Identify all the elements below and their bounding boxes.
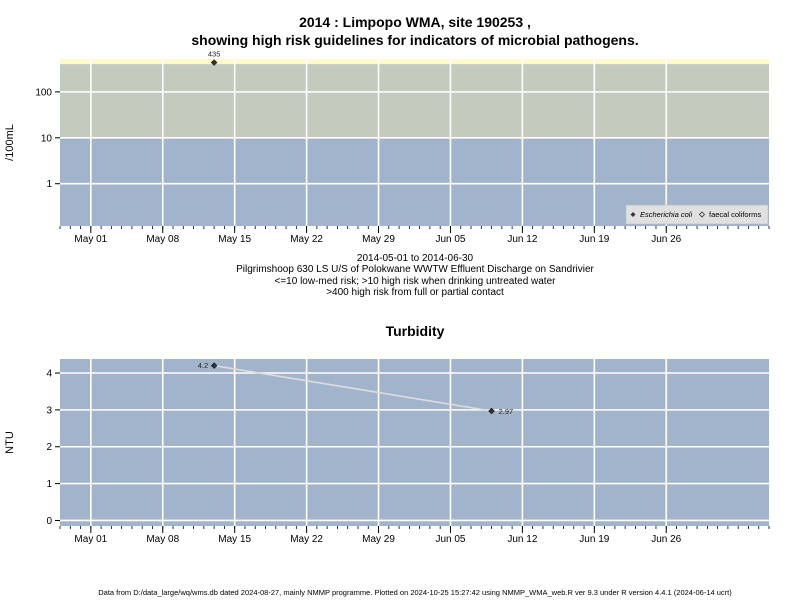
turbidity-chart-title: Turbidity — [385, 323, 445, 339]
chart-title-line-1: 2014 : Limpopo WMA, site 190253 , — [299, 14, 531, 30]
ecoli-y-tick-label: 1 — [46, 179, 52, 190]
chart-title-line-2: showing high risk guidelines for indicat… — [191, 32, 639, 48]
turbidity-x-tick-label: May 01 — [74, 534, 107, 545]
turbidity-x-tick-label: Jun 26 — [651, 534, 681, 545]
turbidity-series-line — [214, 364, 492, 412]
turbidity-x-tick-label: May 08 — [146, 534, 179, 545]
ecoli-y-axis-label: /100mL — [4, 124, 16, 161]
guideline-caption-2: >400 high risk from full or partial cont… — [326, 287, 504, 298]
ecoli-x-tick-label: Jun 12 — [507, 234, 537, 245]
turbidity-x-tick-label: May 15 — [218, 534, 251, 545]
ecoli-x-tick-label: May 08 — [146, 234, 179, 245]
ecoli-data-point — [210, 59, 218, 66]
turbidity-y-tick-label: 3 — [46, 405, 52, 416]
date-range-caption: 2014-05-01 to 2014-06-30 — [356, 253, 474, 264]
turbidity-y-tick-label: 2 — [46, 442, 52, 453]
ecoli-x-tick-label: May 29 — [362, 234, 395, 245]
turbidity-data-label: 4.2 — [198, 361, 208, 370]
turbidity-y-tick-label: 4 — [46, 369, 52, 380]
ecoli-legend-label: Escherichia coli — [640, 210, 692, 219]
ecoli-x-tick-label: May 01 — [74, 234, 107, 245]
turbidity-x-tick-label: Jun 19 — [579, 534, 609, 545]
turbidity-x-tick-label: Jun 05 — [435, 534, 465, 545]
site-description-caption: Pilgrimshoop 630 LS U/S of Polokwane WWT… — [236, 264, 594, 275]
turbidity-data-label: 2.97 — [499, 407, 514, 416]
ecoli-y-tick-label: 10 — [41, 133, 53, 144]
turbidity-y-tick-label: 1 — [46, 479, 52, 490]
turbidity-y-axis-label: NTU — [4, 431, 16, 454]
ecoli-x-tick-label: May 22 — [290, 234, 323, 245]
ecoli-legend-label: faecal coliforms — [709, 210, 761, 219]
ecoli-legend-marker-filled-diamond — [630, 212, 636, 217]
ecoli-y-tick-label: 100 — [35, 87, 52, 98]
turbidity-data-point — [210, 362, 218, 369]
turbidity-panel-background — [60, 359, 769, 526]
turbidity-x-tick-label: May 22 — [290, 534, 323, 545]
turbidity-data-point — [488, 407, 495, 415]
ecoli-x-tick-label: Jun 05 — [435, 234, 465, 245]
ecoli-x-tick-label: Jun 26 — [651, 234, 681, 245]
ecoli-legend-marker-open-diamond — [698, 211, 706, 218]
ecoli-x-tick-label: May 15 — [218, 234, 251, 245]
ecoli-risk-band-2 — [60, 59, 769, 65]
turbidity-y-tick-label: 0 — [46, 516, 52, 527]
turbidity-x-tick-label: May 29 — [362, 534, 395, 545]
guideline-caption-1: <=10 low-med risk; >10 high risk when dr… — [274, 276, 556, 287]
data-source-footer: Data from D:/data_large/wq/wms.db dated … — [98, 588, 732, 597]
ecoli-legend-box — [625, 204, 769, 225]
ecoli-risk-band-1 — [60, 64, 769, 138]
ecoli-data-label: 435 — [208, 50, 221, 59]
ecoli-x-tick-label: Jun 19 — [579, 234, 609, 245]
turbidity-x-tick-label: Jun 12 — [507, 534, 537, 545]
